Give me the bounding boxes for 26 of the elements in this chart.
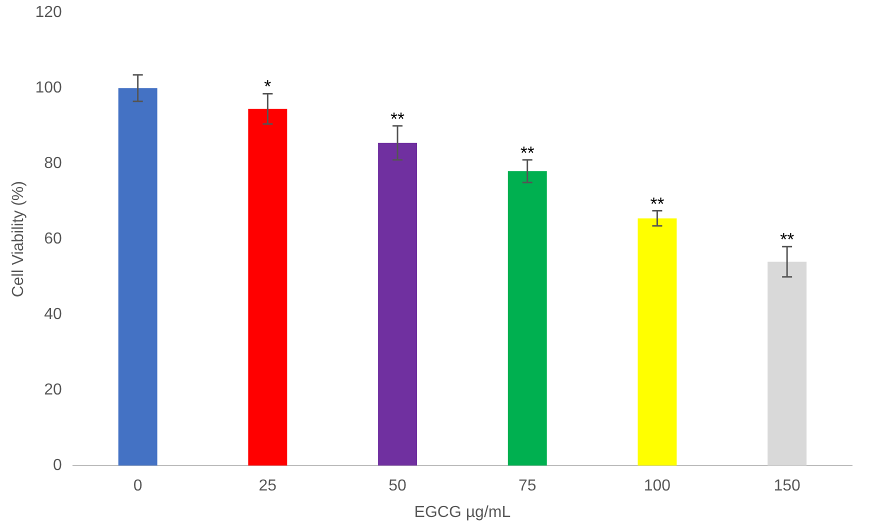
annotation: *	[264, 76, 272, 97]
annotation: **	[780, 230, 794, 250]
x-tick-label: 25	[258, 478, 277, 495]
x-tick-label: 150	[774, 478, 801, 495]
annotation: **	[390, 108, 405, 129]
annotation: **	[520, 142, 534, 163]
y-tick-label: 80	[44, 155, 62, 172]
bar	[768, 262, 807, 466]
annotation: **	[650, 194, 664, 214]
x-tick-label: 100	[644, 478, 671, 495]
bar	[508, 171, 547, 466]
bar	[378, 142, 417, 466]
bar	[638, 218, 677, 466]
x-axis-title: EGCG µg/mL	[414, 504, 511, 521]
y-axis-title: Cell Viability (%)	[10, 181, 28, 298]
y-tick-label: 0	[52, 457, 62, 474]
x-tick-label: 75	[518, 478, 536, 495]
y-tick-label: 40	[44, 306, 62, 324]
bar	[118, 88, 158, 466]
y-tick-label: 20	[44, 382, 62, 399]
y-tick-label: 120	[35, 4, 62, 22]
x-tick-label: 0	[133, 478, 142, 495]
y-tick-label: 100	[35, 80, 62, 97]
y-tick-label: 60	[44, 230, 62, 248]
bar	[248, 108, 288, 466]
x-tick-label: 50	[388, 478, 407, 495]
